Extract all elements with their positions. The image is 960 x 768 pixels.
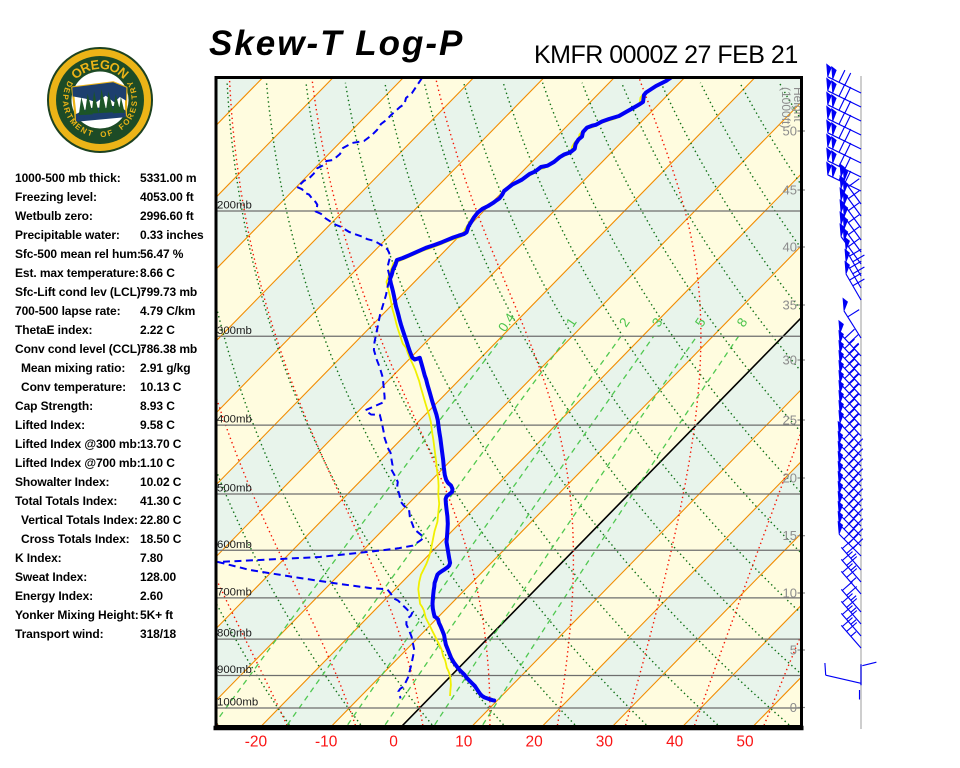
svg-text:1000mb: 1000mb: [217, 697, 258, 709]
svg-text:0: 0: [389, 734, 398, 751]
svg-text:15: 15: [783, 528, 797, 543]
svg-text:N: N: [79, 125, 89, 136]
svg-text:T: T: [64, 112, 74, 121]
svg-text:R: R: [125, 112, 136, 122]
svg-text:O: O: [121, 117, 132, 128]
svg-text:500mb: 500mb: [217, 483, 252, 495]
svg-text:35: 35: [783, 298, 797, 313]
svg-text:5: 5: [790, 643, 797, 658]
svg-text:200mb: 200mb: [217, 200, 252, 212]
svg-text:R: R: [128, 86, 138, 94]
svg-text:F: F: [117, 122, 127, 132]
svg-text:40: 40: [666, 734, 684, 751]
svg-text:R: R: [62, 106, 72, 114]
svg-text:F: F: [106, 128, 113, 138]
svg-text:50: 50: [783, 124, 797, 139]
svg-text:E: E: [128, 106, 138, 114]
svg-text:20: 20: [525, 734, 543, 751]
svg-text:30: 30: [783, 353, 797, 368]
svg-text:40: 40: [783, 240, 797, 255]
svg-text:600mb: 600mb: [217, 539, 252, 551]
svg-text:-20: -20: [245, 734, 268, 751]
svg-text:10: 10: [783, 586, 797, 601]
svg-text:(1000ft): (1000ft): [779, 87, 793, 128]
svg-text:P: P: [61, 94, 70, 101]
svg-text:300mb: 300mb: [217, 325, 252, 337]
svg-text:G: G: [99, 57, 111, 73]
svg-text:800mb: 800mb: [217, 628, 252, 640]
svg-text:700mb: 700mb: [217, 587, 252, 599]
svg-text:30: 30: [596, 734, 614, 751]
svg-text:T: T: [86, 128, 93, 138]
svg-text:0: 0: [790, 700, 797, 715]
svg-text:400mb: 400mb: [217, 414, 252, 426]
svg-text:D: D: [64, 79, 75, 88]
svg-text:S: S: [130, 100, 140, 107]
svg-text:O: O: [100, 130, 107, 140]
svg-text:M: M: [68, 117, 79, 128]
svg-text:E: E: [90, 57, 101, 73]
svg-text:50: 50: [736, 734, 754, 751]
svg-text:E: E: [73, 122, 83, 133]
svg-text:10: 10: [455, 734, 473, 751]
svg-text:Y: Y: [125, 79, 136, 88]
svg-text:E: E: [62, 87, 72, 95]
svg-text:900mb: 900mb: [217, 664, 252, 676]
svg-text:-10: -10: [315, 734, 338, 751]
svg-text:A: A: [61, 100, 71, 107]
svg-text:25: 25: [783, 413, 797, 428]
svg-text:T: T: [130, 94, 139, 100]
svg-text:45: 45: [783, 183, 797, 198]
svg-text:20: 20: [783, 471, 797, 486]
